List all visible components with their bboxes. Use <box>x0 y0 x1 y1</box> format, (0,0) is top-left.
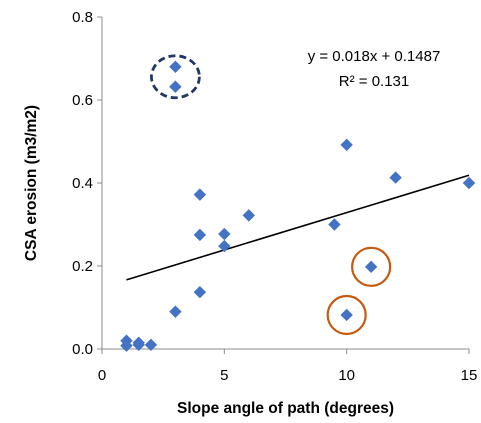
data-point <box>193 228 207 242</box>
data-point <box>120 339 133 352</box>
x-tick-label: 0 <box>98 367 106 384</box>
data-point <box>462 176 476 190</box>
y-axis-title: CSA erosion (m3/m2) <box>23 105 40 261</box>
x-tick-label: 15 <box>461 367 478 384</box>
trendline-equation: y = 0.018x + 0.1487 <box>308 48 441 65</box>
data-point <box>193 285 207 299</box>
trendline-group <box>126 174 470 281</box>
x-tick-label: 10 <box>338 367 355 384</box>
data-point <box>340 308 353 322</box>
y-ticks: 0.0 0.2 0.4 0.6 0.8 <box>72 9 102 358</box>
highlight-circles <box>149 54 392 336</box>
data-point <box>218 227 231 241</box>
outlier-dashed-circle <box>149 54 201 100</box>
data-point <box>169 305 182 318</box>
y-tick-label: 0.2 <box>72 258 93 275</box>
y-tick-label: 0.8 <box>72 9 93 26</box>
y-tick-label: 0.0 <box>72 341 93 358</box>
data-point <box>364 260 378 274</box>
y-tick-label: 0.4 <box>72 175 93 192</box>
trendline <box>126 174 470 281</box>
data-point <box>340 138 353 152</box>
x-tick-label: 5 <box>220 367 228 384</box>
data-point <box>328 218 341 231</box>
r-squared-label: R² = 0.131 <box>339 73 409 90</box>
x-axis-title: Slope angle of path (degrees) <box>177 400 394 417</box>
highlight-circle <box>351 246 392 287</box>
data-point <box>242 209 255 222</box>
y-tick-label: 0.6 <box>72 92 93 109</box>
x-ticks: 0 5 10 15 <box>98 349 478 384</box>
data-point <box>169 60 182 73</box>
data-point <box>193 188 207 201</box>
data-point <box>132 338 145 352</box>
data-points <box>120 60 476 352</box>
data-point <box>169 80 182 93</box>
data-point <box>218 239 231 253</box>
highlight-circle <box>326 294 367 336</box>
data-point <box>144 338 158 352</box>
axes <box>101 17 469 350</box>
data-point <box>389 171 402 184</box>
